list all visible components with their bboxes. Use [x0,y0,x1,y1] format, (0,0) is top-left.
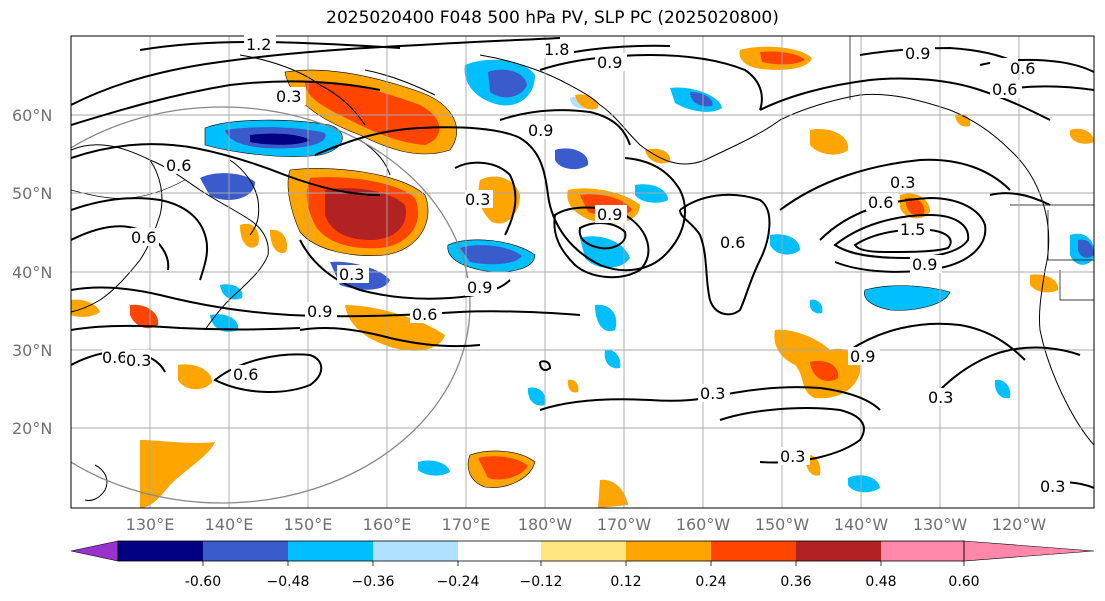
contour-label: 0.6 [720,233,745,252]
contour-label: 0.9 [905,44,930,63]
contour-label: 0.3 [928,388,953,407]
contour-label: 0.6 [1010,59,1035,78]
colorbar-tick-label: −0.48 [267,574,310,590]
colorbar-segment [541,541,626,561]
contour-label: 1.2 [246,35,271,54]
contour-label: 0.3 [890,173,915,192]
contour-label: 0.6 [102,348,127,367]
lon-label: 180°W [518,515,573,534]
colorbar-segment [288,541,373,561]
colorbar-segment [881,541,964,561]
colorbar-tick-label: -0.60 [185,574,221,590]
colorbar-extend-max [963,540,1095,562]
lon-label: 150°E [284,515,333,534]
longitude-labels: 130°E 140°E 150°E 160°E 170°E 180°W 170°… [126,515,1047,534]
colorbar-tick-label: −0.36 [352,574,395,590]
contour-labels: 1.2 1.8 0.9 0.9 0.6 0.3 0.9 0.6 0.3 0.9 … [102,35,1070,496]
colorbar-tick-label: 0.24 [695,574,726,590]
lon-label: 130°W [913,515,968,534]
contour-label: 0.3 [700,384,725,403]
contour-label: 0.3 [465,190,490,209]
contour-label: 0.3 [1040,477,1065,496]
contour-label: 0.3 [126,351,151,370]
colorbar-extend-min [70,540,119,562]
colorbar-segment [118,541,203,561]
coastlines [71,54,1094,501]
lon-label: 140°W [834,515,889,534]
contour-label: 0.3 [780,447,805,466]
contour-label: 0.9 [528,121,553,140]
colorbar-segment [796,541,881,561]
colorbar: -0.60 −0.48 −0.36 −0.24 −0.12 0.12 0.24 … [70,540,1095,590]
contour-label: 0.6 [412,305,437,324]
colorbar-tick-label: −0.12 [520,574,563,590]
colorbar-tick-label: 0.60 [948,574,979,590]
latitude-labels: 60°N 50°N 40°N 30°N 20°N [12,106,52,438]
contour-label: 1.8 [544,40,569,59]
contour-label: 0.9 [850,347,875,366]
lon-label: 120°W [992,515,1047,534]
lat-label: 60°N [12,106,52,125]
colorbar-tick-label: −0.24 [437,574,480,590]
lon-label: 160°E [363,515,412,534]
contour-label: 0.6 [166,156,191,175]
lon-label: 170°E [442,515,491,534]
colorbar-segment [458,541,541,561]
contour-label: 1.5 [900,220,925,239]
contour-label: 0.3 [276,87,301,106]
lon-label: 160°W [676,515,731,534]
colorbar-tick-label: 0.36 [780,574,811,590]
contour-label: 0.9 [912,255,937,274]
lat-label: 30°N [12,341,52,360]
contour-label: 0.9 [597,205,622,224]
anomaly-outlines [204,69,951,488]
contour-label: 0.9 [597,53,622,72]
lon-label: 150°W [755,515,810,534]
contour-label: 0.6 [992,80,1017,99]
range-circle [71,106,471,504]
contour-label: 0.6 [233,365,258,384]
lat-label: 40°N [12,263,52,282]
contour-label: 0.9 [307,302,332,321]
colorbar-tick-label: 0.48 [865,574,896,590]
contour-label: 0.6 [131,228,156,247]
colorbar-tick-label: 0.12 [610,574,641,590]
contour-label: 0.9 [467,278,492,297]
colorbar-segment [711,541,796,561]
lon-label: 140°E [205,515,254,534]
lon-label: 130°E [126,515,175,534]
colorbar-segment [203,541,288,561]
gridlines [71,36,1094,508]
lat-label: 20°N [12,419,52,438]
map-frame [70,35,1095,509]
contour-label: 0.6 [868,193,893,212]
map-title: 2025020400 F048 500 hPa PV, SLP PC (2025… [326,8,779,28]
lat-label: 50°N [12,184,52,203]
colorbar-segment [373,541,458,561]
colorbar-segment [626,541,711,561]
lon-label: 170°W [597,515,652,534]
contour-label: 0.3 [339,265,364,284]
